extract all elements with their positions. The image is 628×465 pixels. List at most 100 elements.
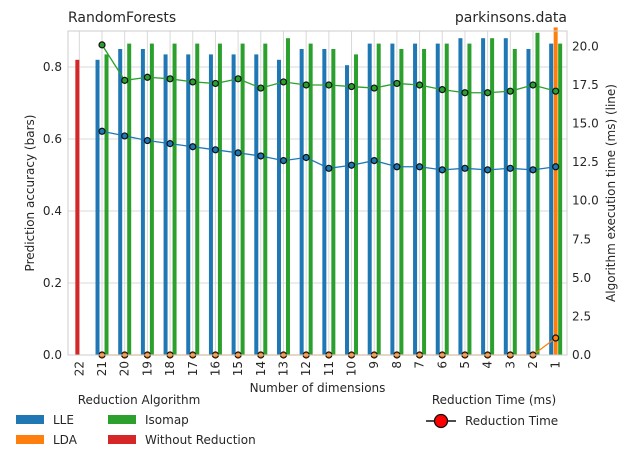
y-tick-right: 20.0 [572,39,599,53]
bar-lle [231,54,236,356]
point-lle [234,149,242,157]
bar-isomap [422,49,427,355]
point-isomap [211,79,220,88]
y-tick-right: 12.5 [572,155,599,169]
point-isomap [506,87,514,95]
y-tick-right: 17.5 [572,78,599,92]
bar-without-reduction [75,59,80,356]
point-lle [347,161,356,169]
y-tick-left: 0.2 [43,276,62,290]
bar-lle [413,43,418,355]
point-lle [121,132,129,140]
bars [75,27,563,356]
chart-title-left: RandomForests [68,10,176,26]
point-isomap [143,73,151,81]
y-tick-left: 0.8 [43,60,62,74]
point-lle [393,163,401,171]
bar-isomap [376,43,381,355]
point-isomap [302,81,310,89]
point-lle [325,164,333,172]
bar-isomap [354,54,359,356]
point-lle [189,143,197,151]
legend-swatch-isomap [108,415,136,424]
point-lle [279,157,288,165]
bar-lle [435,43,440,355]
point-isomap [529,81,537,89]
bar-lle [95,59,100,356]
y-tick-left: 0.4 [43,204,62,218]
bar-lle [481,38,486,355]
point-isomap [347,82,356,91]
legend-label: LLE [53,413,74,427]
bar-isomap [104,54,109,356]
x-tick: 6 [435,361,449,369]
point-isomap [393,79,401,88]
y-tick-left: 0.6 [43,132,62,146]
bar-isomap [512,49,517,355]
bar-lle [458,38,463,355]
x-tick: 22 [72,361,86,376]
x-tick: 3 [503,361,517,369]
point-isomap [461,89,469,97]
x-tick: 7 [413,361,427,369]
y-axis-label-right: Algorithm execution time (ms) (line) [604,84,618,302]
bar-lle [208,54,213,356]
bar-isomap [285,38,290,355]
x-tick: 20 [118,361,132,376]
x-tick: 10 [345,361,359,376]
x-tick: 16 [208,361,222,376]
point-isomap [257,84,265,92]
chart-title-right: parkinsons.data [455,10,567,26]
point-lle [143,136,151,145]
point-isomap [484,89,492,97]
point-lle [461,164,469,172]
bar-isomap [490,38,495,355]
bar-lle [345,65,350,355]
bar-lle [276,59,281,356]
legend-label: Without Reduction [145,433,256,447]
bar-lle [390,43,395,355]
point-isomap [325,81,333,89]
bar-isomap [444,43,449,355]
ticks: 0.0 0.2 0.4 0.6 0.8 0.0 2.5 5.0 7.5 10.0 12.5 15.0 1… [43,39,599,376]
point-lle [166,140,174,148]
point-lle [529,166,537,174]
y-tick-left: 0.0 [43,348,62,362]
point-lle [438,166,446,174]
x-tick: 8 [390,361,404,369]
point-lle [552,163,560,171]
bar-lle [503,38,508,355]
point-isomap [234,75,242,83]
x-tick: 5 [458,361,472,369]
x-tick: 1 [549,361,563,369]
point-isomap [189,78,197,86]
x-tick: 17 [186,361,200,376]
bar-lle [163,54,168,356]
point-lle [211,146,220,154]
bar-lle [299,49,304,355]
legend-algo-title: Reduction Algorithm [78,393,201,407]
point-isomap [438,86,446,94]
y-tick-right: 0.0 [572,348,591,362]
point-lle [506,164,514,172]
point-lle [484,166,492,174]
bar-isomap [195,43,200,355]
y-tick-right: 10.0 [572,194,599,208]
x-tick: 12 [299,361,313,376]
x-tick: 14 [254,361,268,376]
x-tick: 21 [95,361,109,376]
legend-time-marker [433,413,449,429]
point-lle [98,127,106,135]
point-isomap [370,84,378,92]
bar-lle [186,54,191,356]
bar-isomap [217,43,222,355]
point-lda [552,334,560,342]
y-tick-right: 2.5 [572,309,591,323]
legend-swatch-without-reduction [108,435,136,444]
y-axis-label-left: Prediction accuracy (bars) [23,115,37,272]
legend-label: LDA [53,433,78,447]
point-isomap [279,78,288,86]
legend-time-label: Reduction Time [465,414,558,428]
x-tick: 19 [140,361,154,376]
